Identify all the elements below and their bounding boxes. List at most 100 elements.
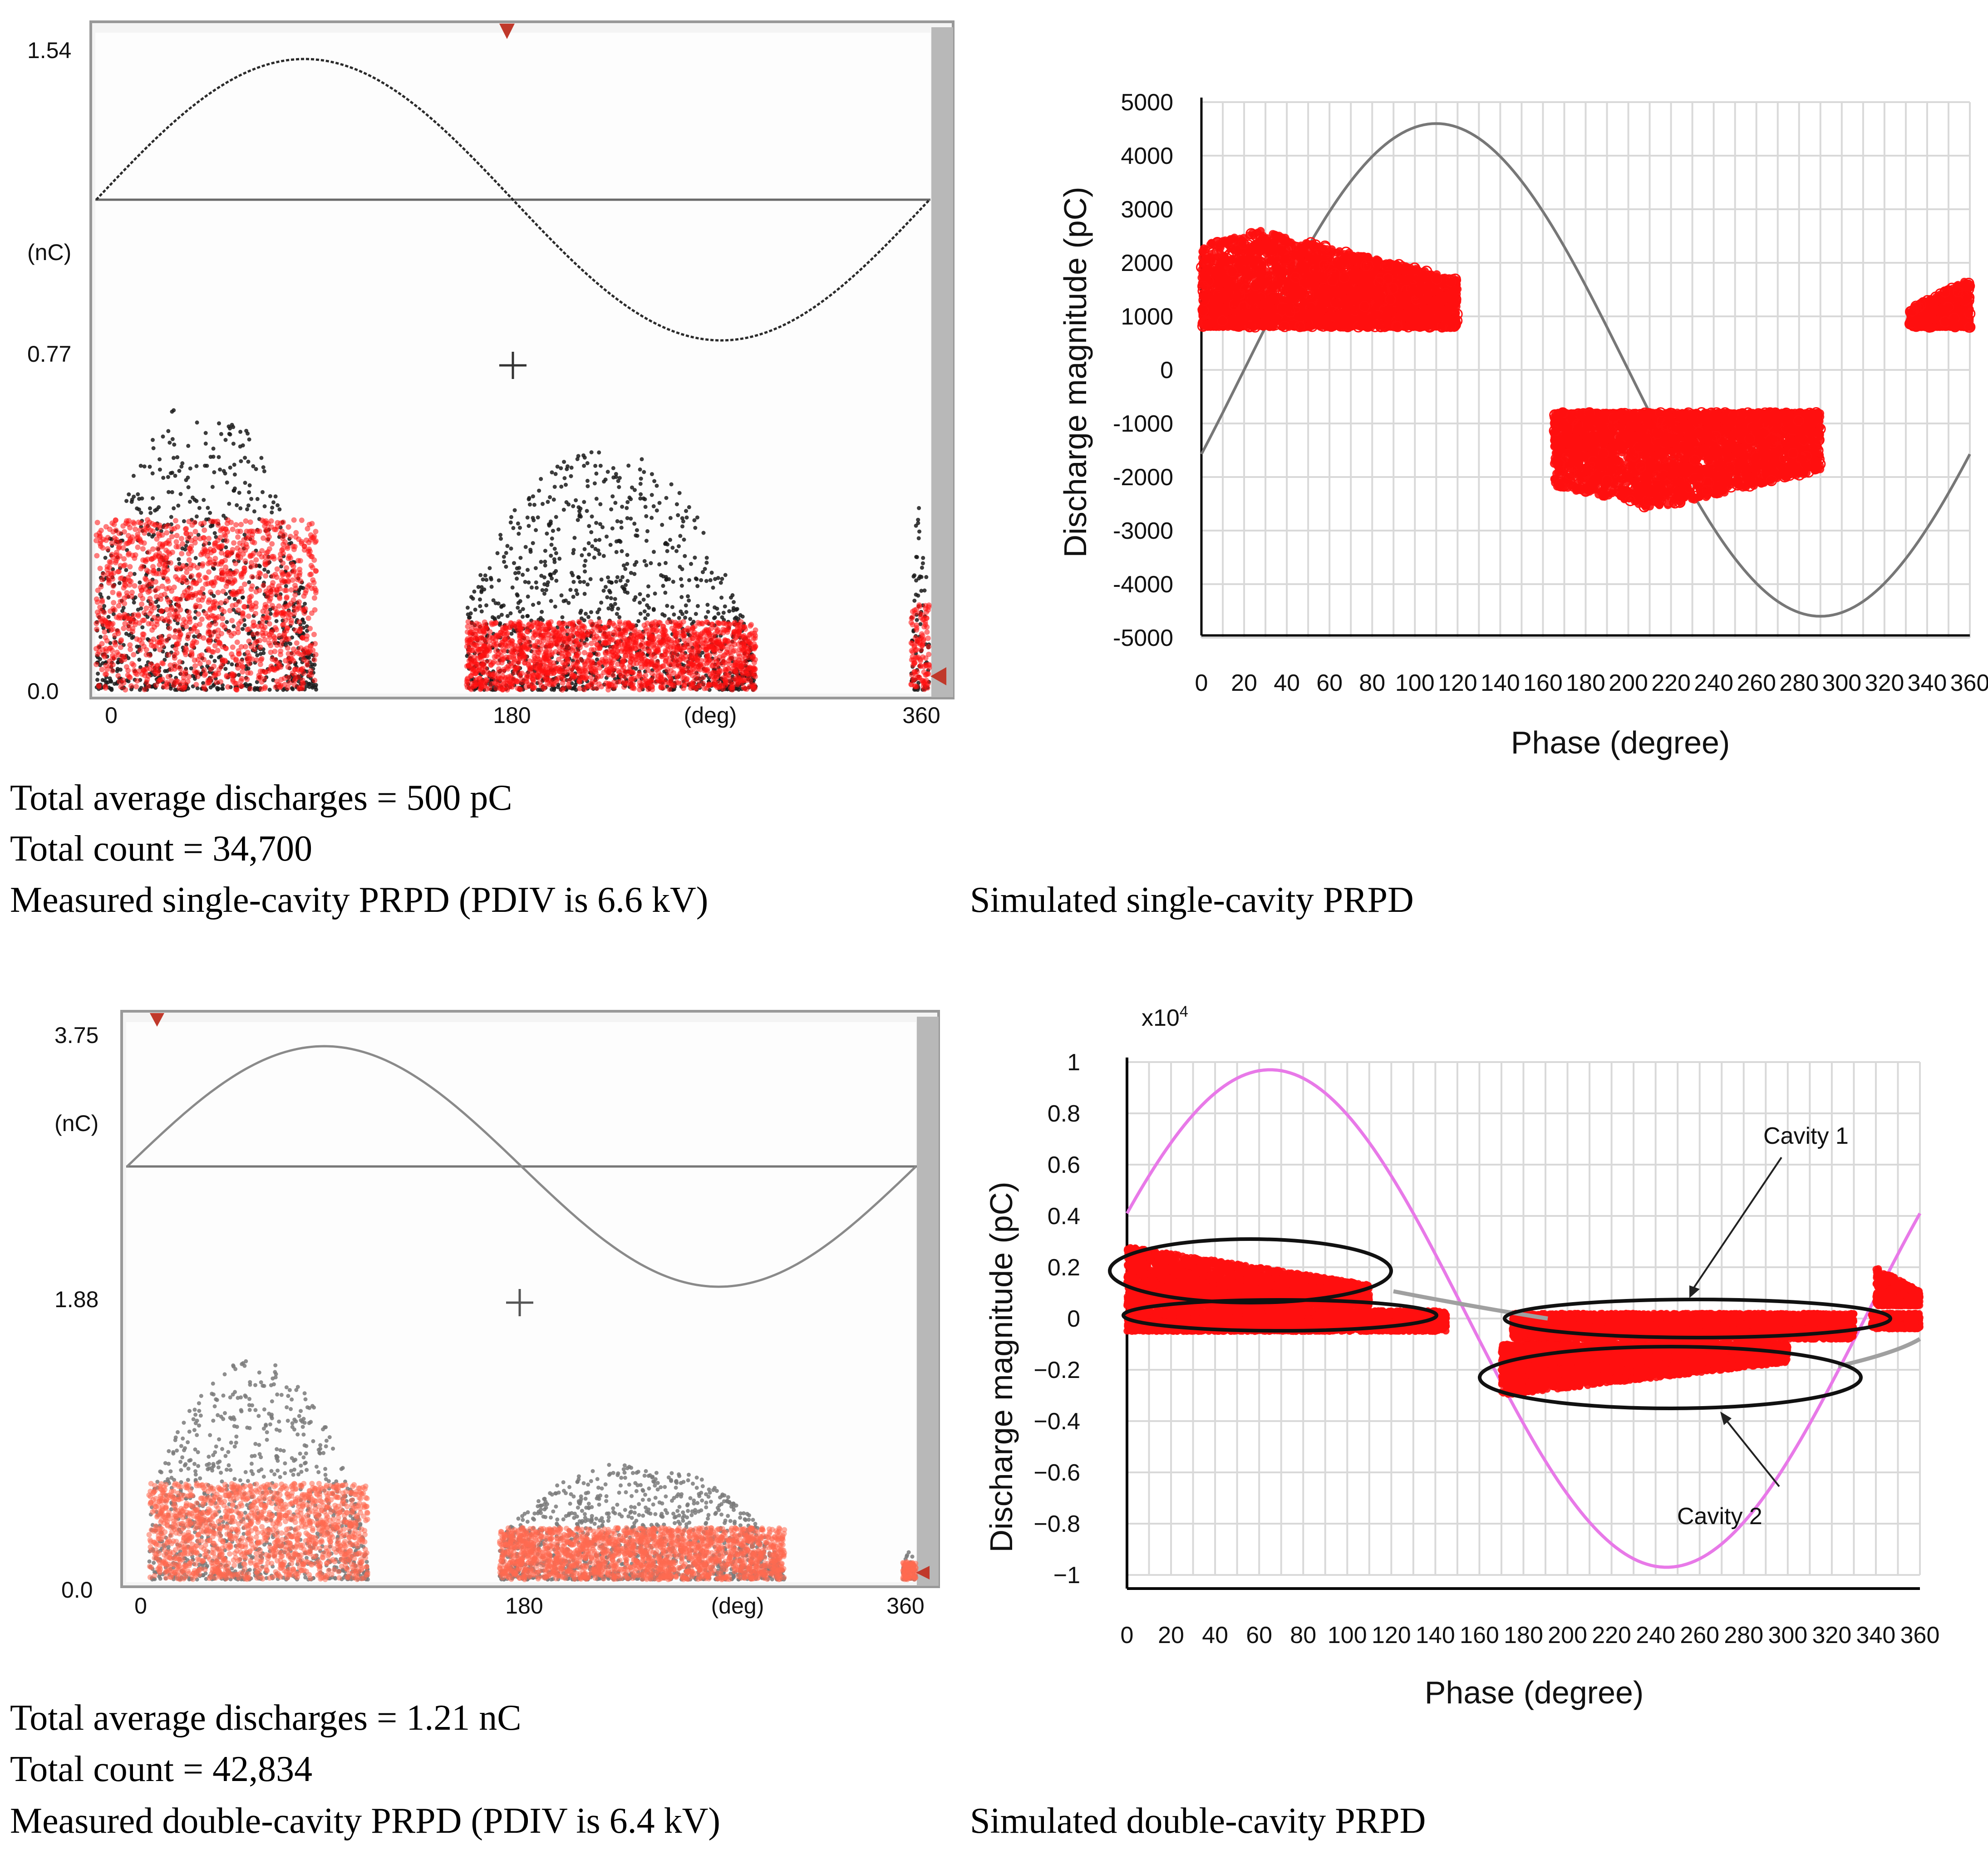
discharge-point-red (257, 669, 263, 674)
discharge-point-red (556, 656, 561, 662)
discharge-point-red (147, 588, 153, 594)
discharge-point-red (274, 566, 280, 572)
discharge-point (124, 568, 128, 572)
discharge-point (208, 511, 212, 515)
discharge-point (135, 645, 139, 649)
discharge-point-red (201, 546, 207, 551)
discharge-point-red (725, 638, 731, 644)
discharge-point (559, 484, 564, 489)
discharge-point (528, 550, 533, 554)
discharge-point (513, 571, 517, 576)
discharge-point-red (180, 563, 186, 569)
discharge-point (534, 580, 538, 585)
discharge-point (247, 490, 251, 494)
discharge-point (688, 617, 693, 621)
discharge-point (505, 614, 510, 618)
discharge-point (575, 457, 580, 461)
discharge-point (625, 506, 629, 510)
discharge-point-red (116, 591, 122, 596)
discharge-point (228, 465, 232, 470)
discharge-point (581, 453, 586, 458)
discharge-point (262, 469, 266, 473)
discharge-point (625, 590, 630, 595)
discharge-point-red (482, 678, 488, 684)
discharge-point (248, 683, 252, 687)
discharge-point (654, 483, 659, 488)
discharge-point-red (118, 599, 123, 605)
measured-single-svg: 1.54 (nC) 0.77 0.0 0 180 (deg) 360 (27, 20, 955, 728)
discharge-point-red (299, 539, 305, 545)
discharge-point-red (620, 646, 625, 652)
discharge-point-red (274, 679, 280, 684)
discharge-point-red (517, 630, 523, 636)
discharge-point (585, 478, 590, 483)
discharge-point (247, 580, 251, 585)
discharge-point (249, 497, 254, 501)
discharge-point-red (172, 634, 177, 640)
discharge-point-red (201, 520, 207, 526)
discharge-point-red (657, 679, 663, 684)
discharge-point-red (690, 682, 696, 688)
discharge-point-red (219, 607, 225, 612)
discharge-point-red (229, 618, 235, 624)
discharge-point-red (276, 583, 282, 589)
discharge-point-red (282, 579, 288, 585)
discharge-point (479, 609, 484, 614)
discharge-point-red (140, 631, 146, 637)
discharge-point (540, 588, 545, 592)
discharge-point (161, 476, 166, 480)
discharge-point-red (301, 610, 307, 616)
discharge-point (639, 492, 643, 497)
discharge-point-red (305, 584, 310, 590)
discharge-point-red (272, 612, 278, 618)
discharge-point-red (541, 662, 547, 668)
discharge-point (564, 598, 568, 603)
discharge-point (109, 679, 113, 684)
discharge-point-red (259, 620, 265, 625)
discharge-point (620, 505, 625, 509)
discharge-point (546, 500, 550, 504)
discharge-point-red (269, 554, 275, 560)
discharge-point (196, 533, 201, 537)
discharge-point-red (689, 673, 695, 678)
discharge-point (484, 578, 489, 582)
discharge-point (646, 584, 650, 589)
discharge-point (600, 525, 605, 530)
discharge-point-red (213, 621, 219, 627)
discharge-point-red (256, 587, 262, 593)
discharge-point-red (138, 585, 143, 590)
discharge-point-red (601, 641, 607, 647)
discharge-point-red (730, 638, 736, 644)
discharge-point (613, 501, 618, 505)
discharge-point (590, 544, 595, 549)
discharge-point (201, 681, 206, 685)
discharge-point (614, 580, 619, 584)
discharge-point-red (153, 579, 158, 585)
discharge-point (246, 503, 251, 508)
discharge-point-red (111, 600, 117, 605)
discharge-point-red (604, 636, 610, 642)
discharge-point-red (145, 683, 151, 689)
discharge-point (489, 577, 493, 581)
discharge-point (242, 623, 247, 627)
discharge-point (679, 584, 684, 588)
discharge-point-red (197, 634, 202, 640)
discharge-point (505, 544, 510, 548)
discharge-point-red (487, 629, 493, 635)
discharge-point (723, 573, 728, 577)
discharge-point (642, 470, 646, 474)
discharge-point (549, 599, 553, 603)
discharge-point-red (702, 685, 708, 691)
discharge-point-red (501, 666, 507, 672)
discharge-point-red (495, 682, 501, 688)
discharge-point-red (181, 617, 187, 623)
discharge-point (638, 592, 642, 596)
discharge-point-red (310, 535, 316, 541)
discharge-point (132, 494, 136, 499)
discharge-point-red (269, 603, 275, 609)
discharge-point (515, 576, 519, 581)
discharge-point (562, 476, 567, 480)
discharge-point (550, 576, 554, 581)
discharge-point-red (300, 670, 306, 676)
discharge-point (211, 446, 216, 451)
